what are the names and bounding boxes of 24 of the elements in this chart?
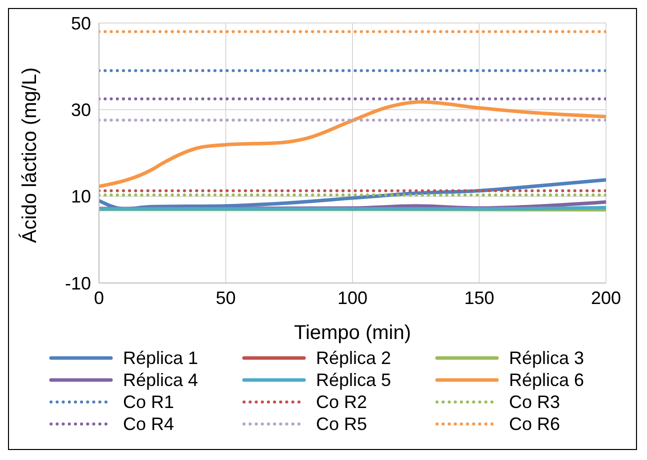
y-tick-label: -10 [64,273,91,294]
x-tick-label: 50 [216,288,236,308]
y-tick-label: 50 [70,13,91,34]
legend-label: Co R2 [316,391,368,413]
x-tick-label: 200 [590,288,622,308]
legend-label: Co R3 [509,391,560,413]
x-axis-title: Tiempo (min) [294,322,412,344]
legend-label: Réplica 1 [123,347,198,369]
y-tick-label: 10 [70,186,91,207]
y-tick-label: 30 [70,100,91,120]
x-tick-label: 0 [94,288,104,308]
legend-label: Réplica 4 [123,369,198,391]
line-series [99,100,606,188]
x-tick-label: 100 [337,288,368,308]
legend-label: Réplica 3 [509,347,584,369]
legend-label: Réplica 6 [509,369,584,391]
legend-label: Co R5 [316,413,368,435]
legend-label: Co R4 [123,413,174,435]
y-axis-title: Ácido láctico (mg/L) [18,67,42,243]
legend-label: Co R6 [509,413,560,435]
legend-label: Réplica 5 [316,369,392,391]
legend-label: Co R1 [123,391,174,413]
x-tick-label: 150 [464,288,494,308]
legend-label: Réplica 2 [316,347,392,369]
